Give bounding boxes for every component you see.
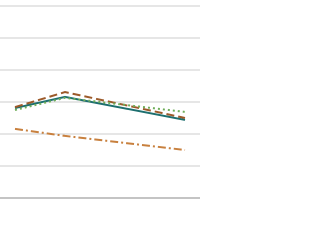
series-line [14,127,186,151]
series-line [14,96,186,113]
chart [0,5,200,199]
series-line [14,91,186,119]
